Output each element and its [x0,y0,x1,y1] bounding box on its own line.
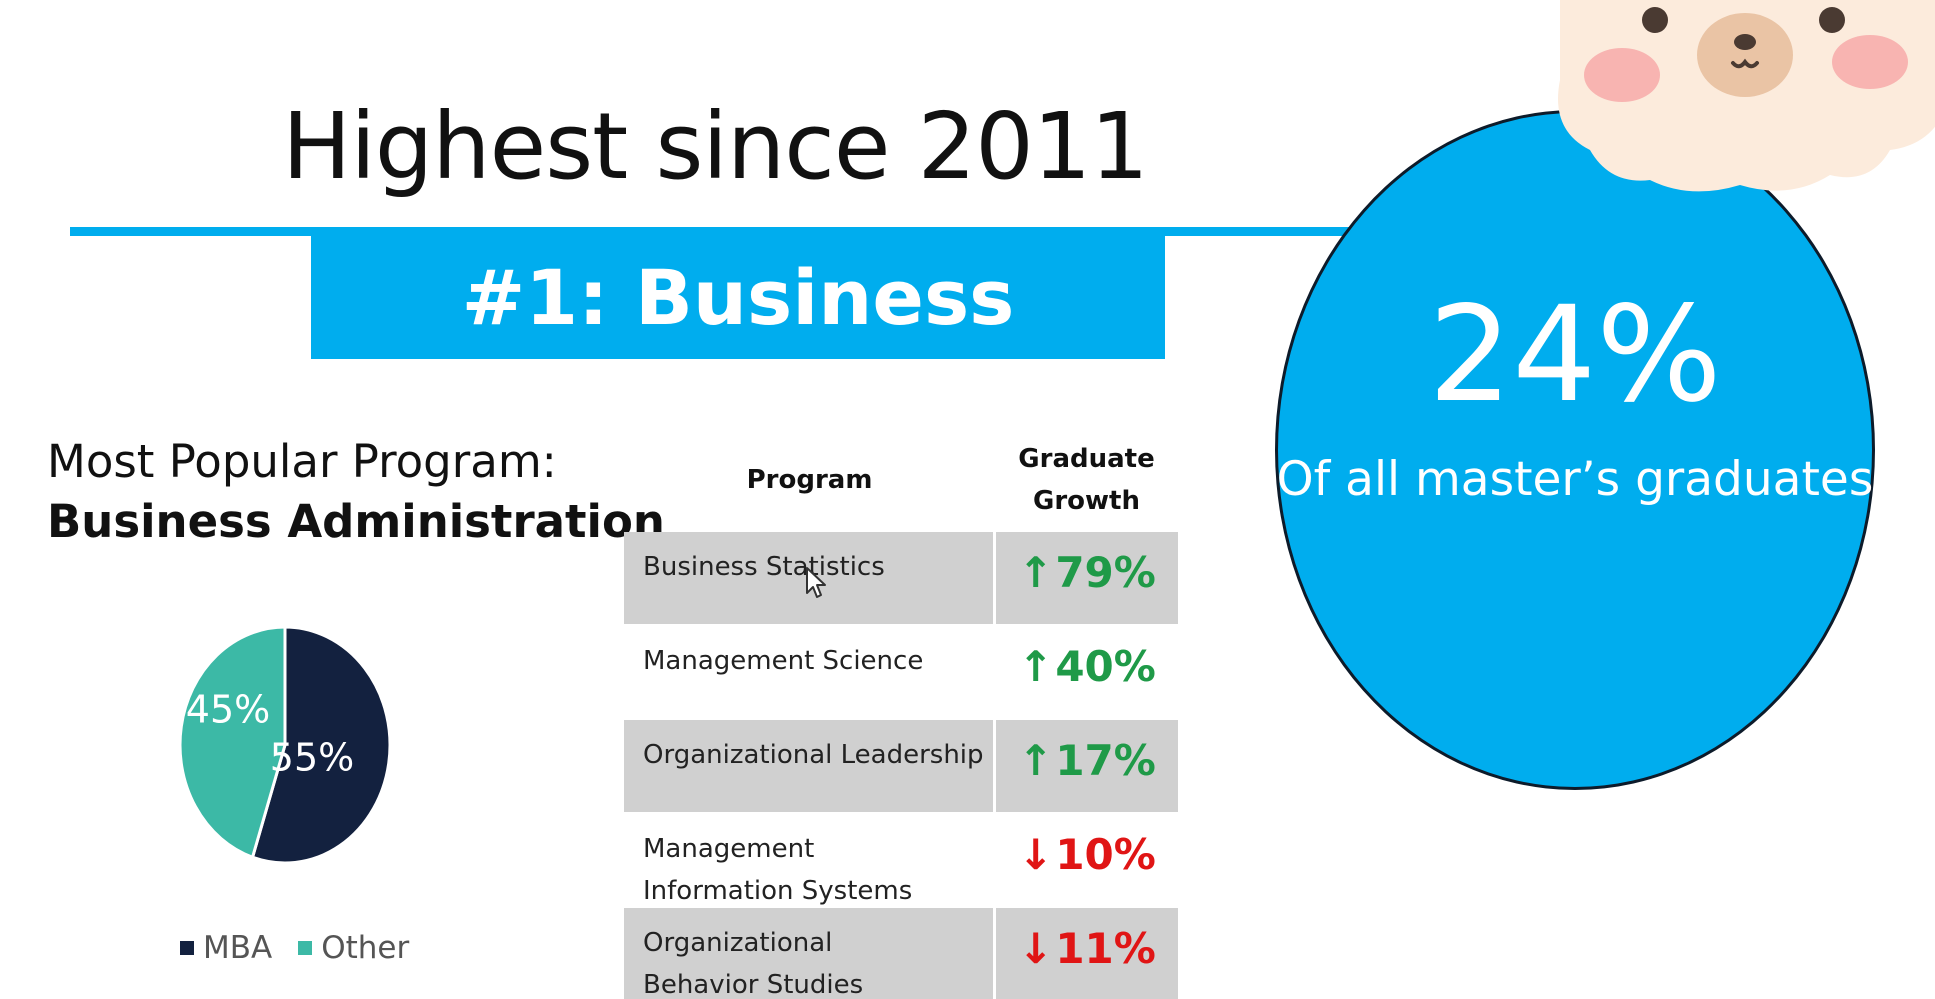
arrow-down-icon: ↓ [1018,924,1054,973]
pie-legend: MBA Other [180,930,409,966]
legend-swatch [298,941,313,955]
growth-value: 79% [1055,548,1156,597]
legend-label: Other [321,930,410,966]
growth-cell: ↑ 17% [996,720,1178,812]
pie-label-other: 45% [186,688,270,732]
table-row: Organizational Leadership ↑ 17% [624,720,1178,812]
highlight-value: 24% [1428,278,1722,432]
growth-cell: ↓ 10% [996,814,1178,906]
program-cell: Business Statistics [624,532,993,624]
table-body: Business Statistics ↑ 79% Management Scienc… [624,532,1178,999]
popular-program-label: Most Popular Program: [47,435,557,488]
growth-header-line1: Graduate [1018,444,1155,474]
highlight-caption: Of all master’s graduates [1276,452,1874,507]
table-row: Management Science ↑ 40% [624,626,1178,718]
table-header-row: Program Graduate Growth [624,430,1178,530]
growth-value: 40% [1055,642,1156,691]
growth-cell: ↓ 11% [996,908,1178,999]
growth-header-line2: Growth [1033,486,1140,516]
highlight-circle [1275,110,1875,790]
title-underline [70,227,1350,236]
program-name-line1: Organizational Leadership [643,740,984,770]
program-name-line2: Behavior Studies [643,970,864,999]
legend-label: MBA [203,930,273,966]
program-cell: Management Science [624,626,993,718]
pie-label-mba: 55% [270,736,354,780]
growth-value: 11% [1055,924,1156,973]
mouse-pointer-icon [806,567,826,598]
growth-value: 17% [1055,736,1156,785]
arrow-up-icon: ↑ [1018,548,1054,597]
popular-program-heading: Most Popular Program: Business Administr… [47,432,665,552]
table-row: Organizational Behavior Studies ↓ 11% [624,908,1178,999]
popular-program-name: Business Administration [47,495,665,548]
program-name-line2: Information Systems [643,876,913,906]
program-column-header: Program [746,465,873,495]
legend-item-mba: MBA [180,930,272,966]
program-growth-table: Program Graduate Growth Business Statist… [624,430,1178,999]
growth-value: 10% [1055,830,1156,879]
growth-cell: ↑ 79% [996,532,1178,624]
growth-cell: ↑ 40% [996,626,1178,718]
arrow-up-icon: ↑ [1018,736,1054,785]
program-cell: Organizational Behavior Studies [624,908,993,999]
legend-item-other: Other [298,930,409,966]
program-name-line1: Organizational [643,928,833,958]
category-banner: #1: Business [311,235,1165,359]
bear-face-icon [1558,0,1935,192]
growth-column-header: Graduate Growth [995,438,1178,522]
pie-slice-mba [250,625,392,865]
arrow-up-icon: ↑ [1018,642,1054,691]
program-cell: Organizational Leadership [624,720,993,812]
legend-swatch [180,941,194,955]
slide-title: Highest since 2011 [282,93,1149,200]
arrow-down-icon: ↓ [1018,830,1054,879]
program-name-line1: Management [643,834,815,864]
program-cell: Management Information Systems [624,814,993,906]
program-name-line1: Business Statistics [643,552,885,582]
program-share-pie-chart: 55%45% [178,625,392,865]
table-row: Management Information Systems ↓ 10% [624,814,1178,906]
table-row: Business Statistics ↑ 79% [624,532,1178,624]
pie-slice-other [178,625,287,860]
program-name-line1: Management Science [643,646,924,676]
